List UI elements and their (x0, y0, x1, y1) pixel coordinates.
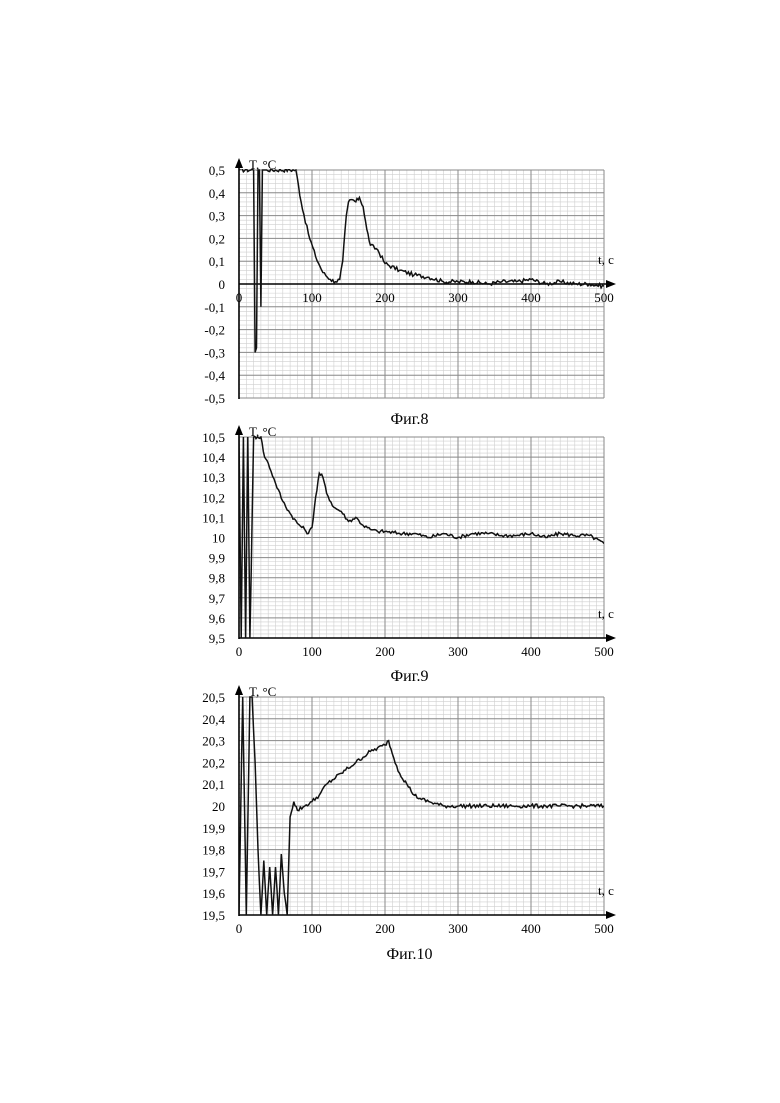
x-tick-label: 0 (236, 290, 243, 305)
x-tick-label: 200 (375, 921, 395, 936)
y-tick-label: 10,4 (202, 450, 225, 465)
x-axis-arrow (606, 280, 616, 288)
x-tick-label: 400 (521, 644, 541, 659)
y-tick-label: 0,2 (209, 231, 225, 246)
x-axis-arrow (606, 634, 616, 642)
x-tick-label: 400 (521, 921, 541, 936)
y-tick-label: 9,7 (209, 591, 226, 606)
x-tick-label: 200 (375, 644, 395, 659)
x-tick-label: 0 (236, 644, 243, 659)
x-tick-label: 100 (302, 644, 322, 659)
x-tick-label: 100 (302, 921, 322, 936)
y-tick-label: 20,4 (202, 712, 225, 727)
y-tick-label: 0,1 (209, 254, 225, 269)
y-axis-title: T, °C (249, 684, 276, 699)
y-tick-label: 19,6 (202, 886, 225, 901)
y-tick-label: 0,3 (209, 209, 225, 224)
x-tick-label: 400 (521, 290, 541, 305)
y-tick-label: 9,6 (209, 611, 226, 626)
y-tick-label: 9,9 (209, 551, 225, 566)
figure-caption: Фиг.9 (391, 668, 429, 685)
chart-1: 0,5 0,4 0,3 0,2 0,1 0 -0,1 -0,2 -0,3 -0,4 -0,5 0 100… (204, 157, 616, 428)
x-axis-title: t, c (598, 883, 614, 898)
y-tick-label: 10 (212, 531, 225, 546)
y-tick-label: 10,5 (202, 430, 225, 445)
y-tick-label: -0,4 (204, 368, 225, 383)
y-tick-label: 20 (212, 799, 225, 814)
x-tick-label: 300 (448, 644, 468, 659)
y-tick-label: 10,1 (202, 510, 225, 525)
y-tick-label: 20,1 (202, 777, 225, 792)
y-axis-arrow (235, 685, 243, 695)
y-tick-label: 20,3 (202, 734, 225, 749)
figure-caption: Фиг.8 (391, 411, 429, 428)
y-tick-label: -0,2 (204, 323, 225, 338)
y-tick-label: 10,2 (202, 490, 225, 505)
y-tick-label: 0,4 (209, 186, 226, 201)
y-tick-label: 20,5 (202, 690, 225, 705)
y-tick-label: 10,3 (202, 470, 225, 485)
y-tick-label: 0 (219, 277, 226, 292)
x-tick-label: 500 (594, 290, 614, 305)
y-tick-label: 19,7 (202, 864, 225, 879)
figure-caption: Фиг.10 (387, 946, 433, 963)
x-tick-label: 200 (375, 290, 395, 305)
y-tick-label: 9,5 (209, 631, 225, 646)
y-tick-label: 20,2 (202, 755, 225, 770)
y-tick-label: 0,5 (209, 163, 225, 178)
y-tick-label: 19,5 (202, 908, 225, 923)
y-tick-label: -0,3 (204, 345, 225, 360)
y-tick-label: 19,8 (202, 843, 225, 858)
x-axis-arrow (606, 911, 616, 919)
x-tick-label: 300 (448, 921, 468, 936)
x-tick-label: 500 (594, 921, 614, 936)
x-axis-title: t, c (598, 606, 614, 621)
x-tick-label: 100 (302, 290, 322, 305)
chart-2: 10,5 10,4 10,3 10,2 10,1 10 9,9 9,8 9,7 9,6 9,5 0 10… (202, 424, 616, 685)
x-axis-title: t, c (598, 252, 614, 267)
x-tick-label: 0 (236, 921, 243, 936)
chart-3: 20,5 20,4 20,3 20,2 20,1 20 19,9 19,8 19,7 19,6 19… (202, 684, 616, 963)
y-tick-label: -0,5 (204, 391, 225, 406)
y-axis-arrow (235, 158, 243, 168)
y-tick-label: -0,1 (204, 300, 225, 315)
x-tick-label: 500 (594, 644, 614, 659)
y-tick-label: 19,9 (202, 821, 225, 836)
x-tick-label: 300 (448, 290, 468, 305)
y-axis-arrow (235, 425, 243, 435)
y-tick-label: 9,8 (209, 571, 225, 586)
